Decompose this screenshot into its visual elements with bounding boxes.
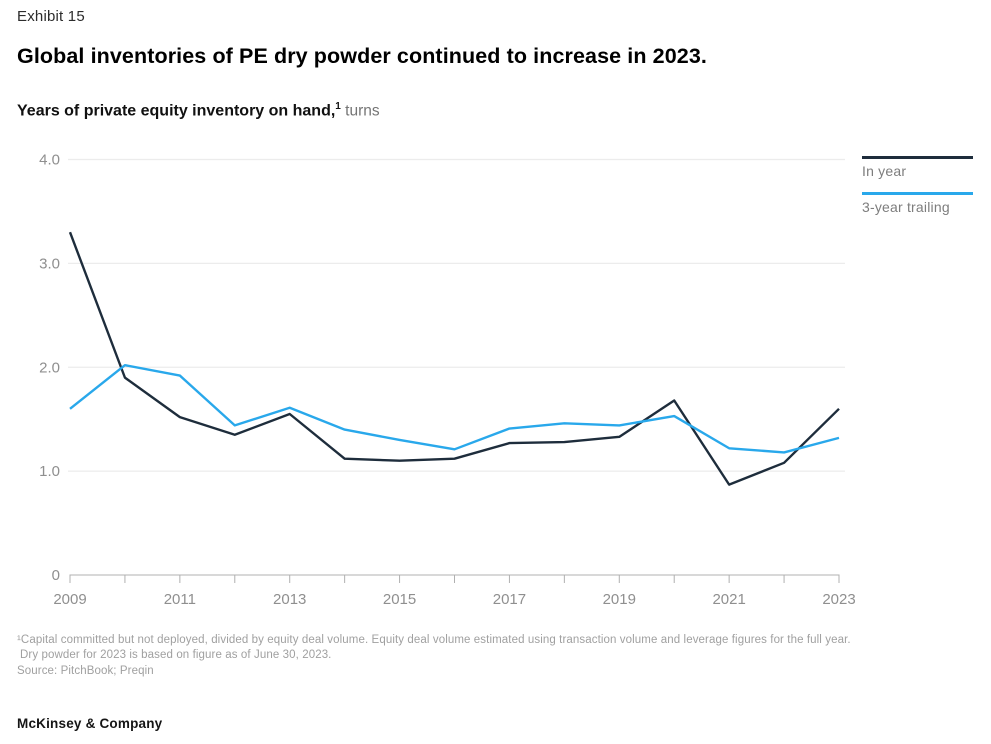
legend-label: In year — [862, 163, 907, 179]
footnotes: ¹Capital committed but not deployed, div… — [17, 633, 975, 679]
x-axis-label: 2013 — [273, 591, 306, 608]
legend-item-in-year: In year — [862, 156, 980, 179]
x-axis-label: 2009 — [53, 591, 86, 608]
footnote-line-1: ¹Capital committed but not deployed, div… — [17, 634, 851, 646]
x-axis-label: 2017 — [493, 591, 526, 608]
x-axis-label: 2015 — [383, 591, 416, 608]
x-axis-label: 2021 — [712, 591, 745, 608]
subtitle-unit-text: turns — [340, 102, 380, 120]
page-title: Global inventories of PE dry powder cont… — [17, 44, 707, 68]
series-in-year — [68, 231, 840, 486]
subtitle-footnote-marker: 1 — [335, 101, 341, 112]
series-3-year-trailing — [69, 363, 840, 454]
y-axis-label: 2.0 — [39, 359, 60, 376]
x-axis-label: 2011 — [164, 591, 196, 608]
legend-label: 3-year trailing — [862, 199, 950, 215]
chart-subtitle: Years of private equity inventory on han… — [17, 101, 380, 120]
mckinsey-brand: McKinsey & Company — [17, 716, 163, 731]
chart-legend: In year 3-year trailing — [862, 156, 980, 228]
y-axis-label: 4.0 — [39, 152, 60, 169]
y-axis-label: 1.0 — [39, 463, 60, 480]
footnote-line-2: Dry powder for 2023 is based on figure a… — [20, 649, 332, 662]
y-axis-label: 0 — [52, 567, 60, 584]
x-axis-label: 2019 — [603, 591, 636, 608]
exhibit-label: Exhibit 15 — [17, 8, 85, 25]
source-line: Source: PitchBook; Preqin — [17, 664, 154, 677]
x-axis-label: 2023 — [822, 591, 855, 608]
legend-line-swatch — [862, 156, 973, 159]
subtitle-bold-text: Years of private equity inventory on han… — [17, 102, 336, 120]
legend-line-swatch — [862, 192, 973, 195]
y-axis-label: 3.0 — [39, 255, 60, 272]
legend-item-3-year-trailing: 3-year trailing — [862, 192, 980, 215]
